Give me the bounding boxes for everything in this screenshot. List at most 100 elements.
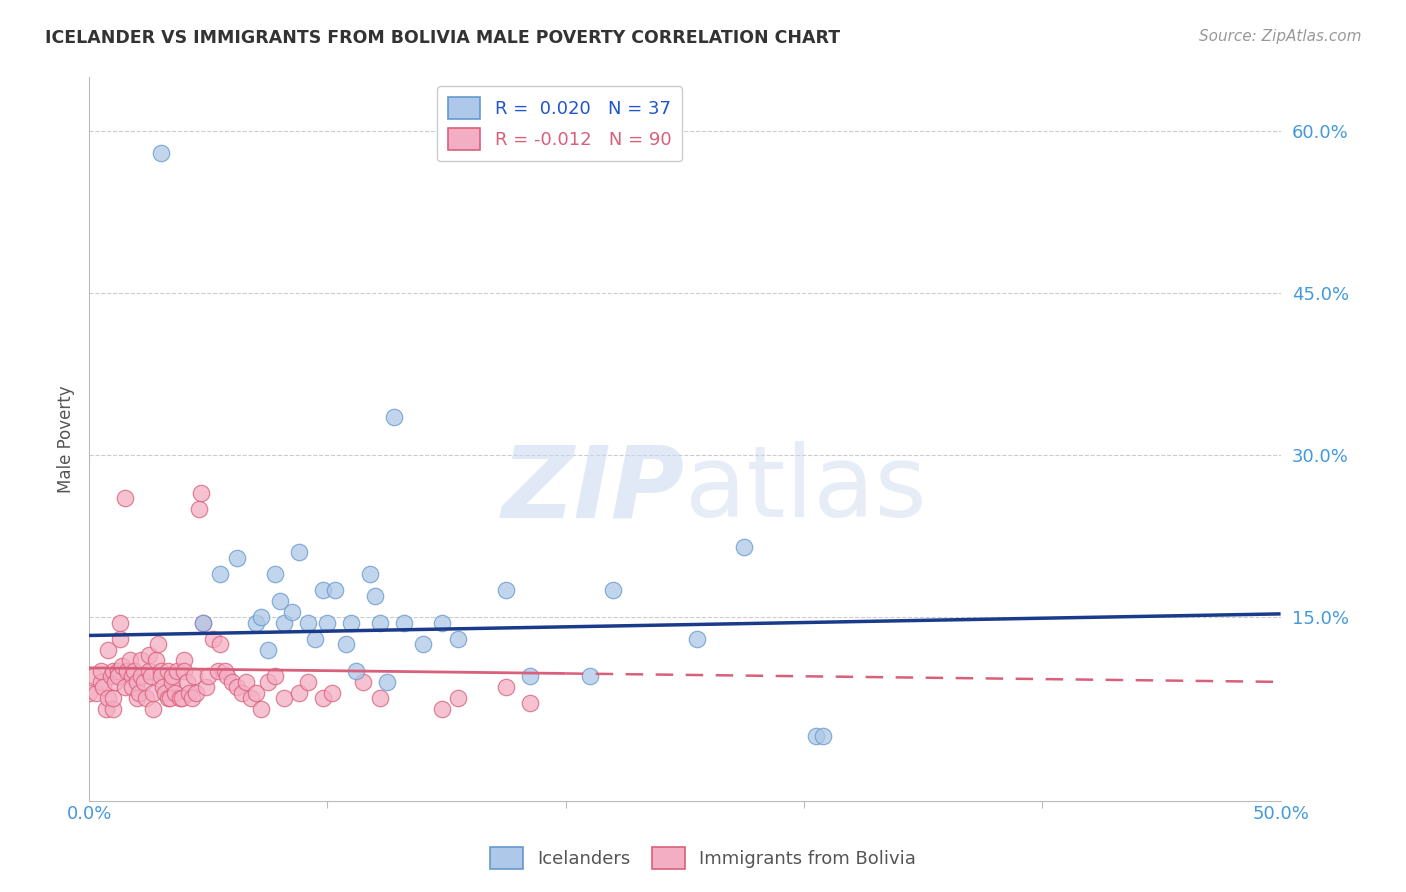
Point <box>382 410 405 425</box>
Point <box>197 669 219 683</box>
Point <box>686 632 709 646</box>
Point <box>107 664 129 678</box>
Text: atlas: atlas <box>685 442 927 538</box>
Legend: R =  0.020   N = 37, R = -0.012   N = 90: R = 0.020 N = 37, R = -0.012 N = 90 <box>437 87 682 161</box>
Point <box>359 566 381 581</box>
Point <box>142 702 165 716</box>
Point <box>288 686 311 700</box>
Point <box>352 674 374 689</box>
Point <box>316 615 339 630</box>
Legend: Icelanders, Immigrants from Bolivia: Icelanders, Immigrants from Bolivia <box>482 839 924 876</box>
Point <box>217 669 239 683</box>
Point <box>173 664 195 678</box>
Point <box>602 583 624 598</box>
Point <box>190 486 212 500</box>
Point <box>149 664 172 678</box>
Point <box>162 669 184 683</box>
Point <box>173 653 195 667</box>
Point <box>97 642 120 657</box>
Point <box>519 697 541 711</box>
Point <box>375 674 398 689</box>
Point <box>169 691 191 706</box>
Point <box>368 615 391 630</box>
Point <box>231 686 253 700</box>
Point <box>193 615 215 630</box>
Text: ZIP: ZIP <box>502 442 685 538</box>
Point <box>114 491 136 506</box>
Point <box>297 615 319 630</box>
Point <box>264 566 287 581</box>
Point <box>101 702 124 716</box>
Point <box>125 691 148 706</box>
Point <box>368 691 391 706</box>
Y-axis label: Male Poverty: Male Poverty <box>58 385 75 493</box>
Point <box>209 566 232 581</box>
Point <box>194 680 217 694</box>
Point <box>273 615 295 630</box>
Point <box>111 658 134 673</box>
Point <box>108 632 131 646</box>
Point <box>335 637 357 651</box>
Point <box>170 691 193 706</box>
Point <box>321 686 343 700</box>
Point <box>225 680 247 694</box>
Point <box>121 680 143 694</box>
Point <box>101 664 124 678</box>
Point <box>108 615 131 630</box>
Point <box>201 632 224 646</box>
Point <box>207 664 229 678</box>
Point <box>297 674 319 689</box>
Point <box>179 686 201 700</box>
Point <box>430 702 453 716</box>
Point <box>209 637 232 651</box>
Point <box>340 615 363 630</box>
Point <box>364 589 387 603</box>
Point <box>131 669 153 683</box>
Point <box>114 680 136 694</box>
Point <box>180 691 202 706</box>
Point <box>193 615 215 630</box>
Point <box>392 615 415 630</box>
Point <box>138 648 160 662</box>
Point <box>186 686 208 700</box>
Point <box>159 691 181 706</box>
Point <box>163 686 186 700</box>
Point <box>221 674 243 689</box>
Point <box>94 702 117 716</box>
Point <box>245 615 267 630</box>
Point <box>225 550 247 565</box>
Text: Source: ZipAtlas.com: Source: ZipAtlas.com <box>1198 29 1361 44</box>
Point <box>115 664 138 678</box>
Point <box>311 691 333 706</box>
Point <box>344 664 367 678</box>
Point <box>447 632 470 646</box>
Point <box>811 729 834 743</box>
Point <box>100 669 122 683</box>
Point <box>104 674 127 689</box>
Point <box>264 669 287 683</box>
Point <box>139 669 162 683</box>
Point <box>256 642 278 657</box>
Point <box>83 669 105 683</box>
Point <box>152 680 174 694</box>
Point <box>288 545 311 559</box>
Point <box>124 664 146 678</box>
Point <box>149 669 172 683</box>
Point <box>187 502 209 516</box>
Point <box>430 615 453 630</box>
Point <box>176 674 198 689</box>
Point <box>138 664 160 678</box>
Point <box>107 669 129 683</box>
Point <box>166 664 188 678</box>
Point <box>97 691 120 706</box>
Point <box>121 669 143 683</box>
Point <box>447 691 470 706</box>
Point <box>495 583 517 598</box>
Point <box>323 583 346 598</box>
Point <box>132 674 155 689</box>
Point <box>84 686 107 700</box>
Point <box>269 594 291 608</box>
Point <box>142 686 165 700</box>
Point <box>183 669 205 683</box>
Point <box>733 540 755 554</box>
